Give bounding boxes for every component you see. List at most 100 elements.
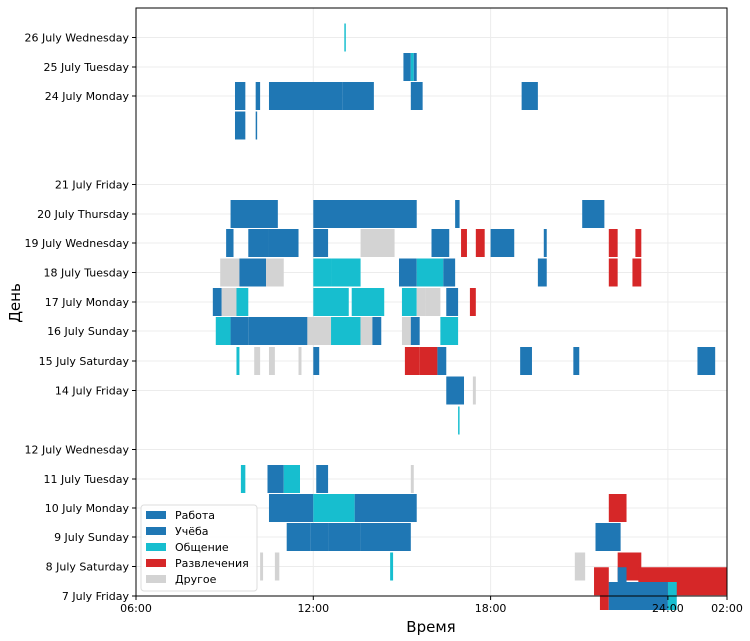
x-tick-label: 02:00 xyxy=(711,602,743,615)
activity-segment xyxy=(331,258,361,287)
legend-swatch xyxy=(146,511,166,519)
activity-segment xyxy=(331,317,361,345)
legend-swatch xyxy=(146,575,166,583)
x-tick-label: 12:00 xyxy=(297,602,329,615)
activity-segment xyxy=(608,258,618,287)
x-axis-ticks: 06:00 12:00 18:00 24:00 02:00 xyxy=(120,596,743,615)
activity-segment xyxy=(458,406,460,435)
legend: Работа Учёба Общение Развлечения Другое xyxy=(140,504,258,592)
activity-segment xyxy=(543,229,547,257)
y-tick-label: 7 July Friday xyxy=(62,590,130,603)
activity-segment xyxy=(236,288,249,316)
activity-segment xyxy=(313,347,320,375)
activity-segment xyxy=(360,523,411,551)
activity-segment xyxy=(469,288,476,316)
activity-segment xyxy=(313,200,417,228)
y-tick-label: 10 July Monday xyxy=(45,502,130,515)
activity-segment xyxy=(416,288,426,316)
y-tick-label: 25 July Tuesday xyxy=(43,61,129,74)
activity-segment xyxy=(608,494,627,522)
activity-segment xyxy=(268,347,275,375)
y-tick-label: 14 July Friday xyxy=(55,385,130,398)
activity-segment xyxy=(608,229,618,257)
y-tick-label: 18 July Tuesday xyxy=(43,267,129,280)
y-tick-label: 24 July Monday xyxy=(45,90,130,103)
activity-segment xyxy=(230,200,278,228)
activity-segment xyxy=(267,465,284,493)
activity-segment xyxy=(313,494,355,522)
activity-segment xyxy=(220,258,240,287)
activity-segment xyxy=(310,523,329,551)
x-tick-label: 18:00 xyxy=(475,602,507,615)
activity-segment xyxy=(413,53,417,81)
activity-segment xyxy=(286,523,311,551)
activity-segment xyxy=(617,567,627,596)
activity-segment xyxy=(240,465,246,493)
activity-segment xyxy=(328,523,361,551)
activity-segment xyxy=(490,229,515,257)
legend-label: Общение xyxy=(175,541,229,554)
legend-label: Учёба xyxy=(175,525,209,538)
activity-segment xyxy=(461,229,467,257)
activity-segment xyxy=(431,229,450,257)
y-tick-label: 11 July Tuesday xyxy=(43,473,129,486)
legend-swatch xyxy=(146,543,166,551)
activity-segment xyxy=(236,347,240,375)
y-tick-label: 26 July Wednesday xyxy=(25,32,130,45)
activity-segment xyxy=(582,200,605,228)
activity-segment xyxy=(573,347,580,375)
activity-segment xyxy=(390,552,394,581)
activity-segment xyxy=(344,23,346,52)
activity-segment xyxy=(360,229,395,257)
activity-segment xyxy=(419,347,438,375)
y-tick-label: 15 July Saturday xyxy=(39,355,130,368)
activity-segment xyxy=(446,288,459,316)
activity-segment xyxy=(313,229,329,257)
activity-segment xyxy=(401,317,411,345)
activity-segment xyxy=(313,288,349,316)
x-axis-title: Время xyxy=(406,618,455,636)
activity-segment xyxy=(443,258,456,287)
y-tick-label: 12 July Wednesday xyxy=(25,444,130,457)
activity-segment xyxy=(410,82,423,110)
activity-segment xyxy=(354,494,417,522)
activity-segment xyxy=(298,347,302,375)
legend-swatch xyxy=(146,527,166,535)
activity-segment xyxy=(255,82,261,110)
y-tick-label: 17 July Monday xyxy=(45,296,130,309)
activity-segment xyxy=(520,347,532,375)
activity-segment xyxy=(632,258,642,287)
activity-segment xyxy=(316,465,329,493)
y-axis-ticks: 26 July Wednesday 25 July Tuesday 24 July … xyxy=(25,32,136,603)
activity-segment xyxy=(274,552,280,581)
activity-segment xyxy=(234,82,246,110)
x-tick-label: 24:00 xyxy=(652,602,684,615)
activity-segment xyxy=(212,288,222,316)
y-tick-label: 9 July Sunday xyxy=(54,531,129,544)
legend-label: Другое xyxy=(175,573,217,586)
activity-segment xyxy=(521,82,538,110)
activity-segment xyxy=(215,317,231,345)
activity-segment xyxy=(537,258,547,287)
activity-segment xyxy=(574,552,586,581)
activity-segment xyxy=(230,317,249,345)
y-tick-label: 8 July Saturday xyxy=(46,561,130,574)
activity-segment xyxy=(437,347,447,375)
activity-segment xyxy=(268,229,299,257)
activity-segment xyxy=(398,258,417,287)
y-tick-label: 21 July Friday xyxy=(55,179,130,192)
activity-segment xyxy=(268,82,343,110)
activity-segment xyxy=(475,229,485,257)
activity-segment xyxy=(342,82,374,110)
activity-segment xyxy=(697,347,716,375)
activity-segment xyxy=(260,552,264,581)
y-tick-label: 16 July Sunday xyxy=(47,325,129,338)
activity-segment xyxy=(401,288,417,316)
activity-segment xyxy=(635,229,642,257)
activity-segment xyxy=(254,347,261,375)
activity-segment xyxy=(446,376,465,405)
activity-segment xyxy=(283,465,301,493)
activity-segment xyxy=(234,111,246,140)
activity-segment xyxy=(410,53,414,81)
